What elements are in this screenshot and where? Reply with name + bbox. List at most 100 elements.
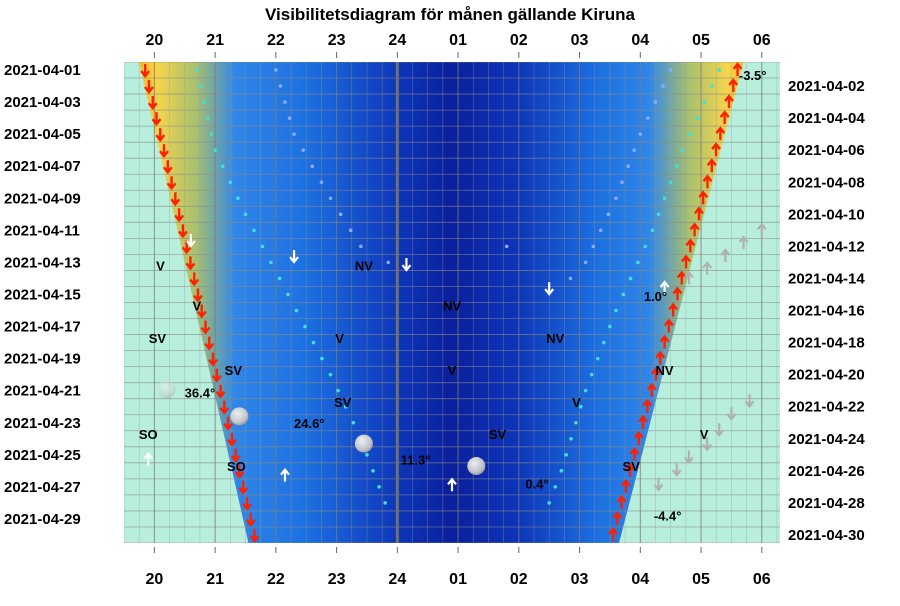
date-label-right: 2021-04-20 (788, 367, 865, 384)
date-label-left: 2021-04-25 (4, 447, 81, 464)
date-label-left: 2021-04-01 (4, 62, 81, 79)
hour-label-top: 05 (692, 32, 710, 49)
direction-label: SV (623, 459, 641, 474)
sunrise-arrow (651, 366, 661, 381)
track-dot (320, 356, 324, 361)
date-label-right: 2021-04-02 (788, 78, 865, 95)
chart-markers: V NV V NV SV V NV SV V NV SV V SO SV V SO SV -3.5° 1.0° 36.… (139, 68, 767, 524)
sunset-arrow (238, 480, 249, 495)
track-dot (278, 84, 283, 88)
track-dot (343, 404, 348, 409)
sunset-arrow (234, 464, 245, 479)
track-dot (220, 164, 225, 169)
track-dot (336, 388, 340, 393)
direction-label: V (448, 363, 457, 378)
moon-phase-icon (467, 457, 486, 476)
track-dot (348, 228, 353, 233)
track-dot (371, 469, 375, 473)
track-dot (661, 84, 665, 88)
track-dot (243, 212, 248, 217)
date-label-left: 2021-04-19 (4, 351, 81, 368)
date-label-right: 2021-04-08 (788, 174, 865, 191)
track-dot (710, 84, 714, 88)
track-dot (589, 372, 594, 377)
sunset-arrow (242, 496, 252, 511)
sunrise-arrow (728, 78, 739, 93)
track-dot (310, 164, 315, 169)
track-dot (602, 340, 606, 345)
altitude-label: 36.4° (185, 385, 216, 400)
altitude-label: 1.0° (644, 289, 667, 304)
moon-daytime-arrow-down-icon (702, 437, 712, 452)
sunrise-arrow (638, 414, 649, 429)
track-dot (228, 180, 233, 185)
altitude-label: 0.4° (525, 477, 548, 492)
moon-rise-set-arrow-down-icon (401, 258, 412, 272)
hour-label-top: 23 (328, 32, 346, 49)
moon-daytime-arrow-down-icon (744, 394, 755, 409)
track-dot (614, 308, 618, 313)
date-label-left: 2021-04-13 (4, 254, 81, 271)
date-label-left: 2021-04-17 (4, 319, 81, 336)
direction-label: NV (443, 299, 461, 314)
track-dot (277, 276, 282, 281)
track-dot (294, 308, 299, 313)
track-dot (638, 132, 643, 136)
sunrise-arrow (663, 318, 674, 333)
track-dot (606, 212, 611, 217)
sunset-arrow (170, 192, 181, 207)
track-dot (632, 148, 637, 152)
sunrise-arrow (719, 110, 730, 125)
direction-label: SV (225, 363, 243, 378)
track-dot (653, 100, 658, 104)
track-dot (702, 100, 707, 104)
sunrise-arrow (608, 527, 618, 541)
direction-label: NV (656, 363, 674, 378)
date-label-right: 2021-04-10 (788, 206, 865, 223)
hour-label-bottom: 23 (328, 571, 346, 588)
track-dot (252, 228, 256, 233)
track-dot (574, 420, 578, 425)
direction-label: V (193, 299, 202, 314)
track-dot (328, 372, 333, 377)
date-label-left: 2021-04-09 (4, 190, 81, 207)
altitude-label: -3.5° (739, 68, 767, 83)
sunrise-arrow (711, 142, 722, 157)
sunrise-arrow (689, 222, 700, 237)
hour-label-bottom: 02 (510, 571, 528, 588)
sunset-arrow (189, 272, 200, 287)
track-dot (202, 100, 206, 104)
sunrise-arrow (668, 302, 679, 317)
moon-rise-set-arrow-down-icon (289, 250, 299, 264)
moon-rise-set-arrow-down-icon (185, 233, 196, 248)
moon-daytime-arrow-up-icon (720, 248, 731, 263)
track-dot (636, 260, 640, 265)
moon-daytime-arrow-up-icon (702, 261, 712, 275)
track-dot (650, 228, 655, 233)
direction-label: V (572, 395, 581, 410)
direction-label: SV (489, 427, 507, 442)
moon-daytime-arrow-up-icon (684, 270, 694, 285)
sunrise-arrow (659, 334, 670, 349)
date-label-right: 2021-04-22 (788, 399, 865, 416)
track-dot (559, 469, 564, 473)
track-dot (583, 388, 588, 393)
sunrise-arrow (685, 238, 696, 253)
sunset-arrow (155, 128, 166, 143)
track-dot (351, 420, 356, 425)
date-label-right: 2021-04-16 (788, 303, 865, 320)
direction-label: V (156, 259, 165, 274)
hour-label-bottom: 05 (692, 571, 710, 588)
direction-label: V (700, 427, 709, 442)
sunset-arrow (177, 224, 188, 239)
date-label-right: 2021-04-28 (788, 495, 865, 512)
track-dot (386, 260, 391, 265)
track-dot (274, 68, 278, 72)
track-dot (628, 276, 633, 281)
sunset-arrow (245, 512, 256, 527)
date-label-right: 2021-04-06 (788, 142, 865, 159)
track-dot (564, 453, 568, 457)
track-dot (583, 260, 588, 265)
hour-label-top: 02 (510, 32, 528, 49)
track-dot (656, 212, 661, 217)
